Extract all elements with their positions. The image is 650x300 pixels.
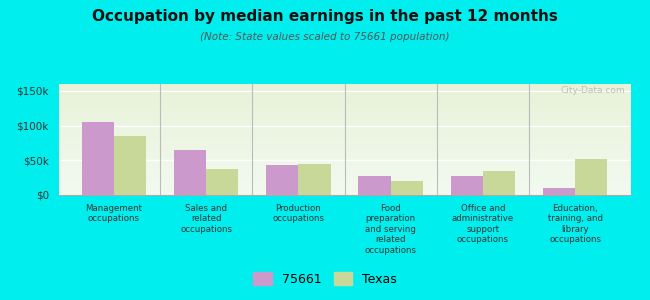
Bar [575,159,608,195]
Bar [298,164,331,195]
Bar [358,176,391,195]
Bar [391,181,423,195]
Bar [483,171,515,195]
Bar [543,188,575,195]
Text: City-Data.com: City-Data.com [560,86,625,95]
Bar [114,136,146,195]
Bar [266,165,298,195]
Bar [206,169,239,195]
Text: Occupation by median earnings in the past 12 months: Occupation by median earnings in the pas… [92,9,558,24]
Bar [450,176,483,195]
Text: (Note: State values scaled to 75661 population): (Note: State values scaled to 75661 popu… [200,32,450,41]
Legend: 75661, Texas: 75661, Texas [248,267,402,291]
Bar [174,150,206,195]
Bar [81,122,114,195]
